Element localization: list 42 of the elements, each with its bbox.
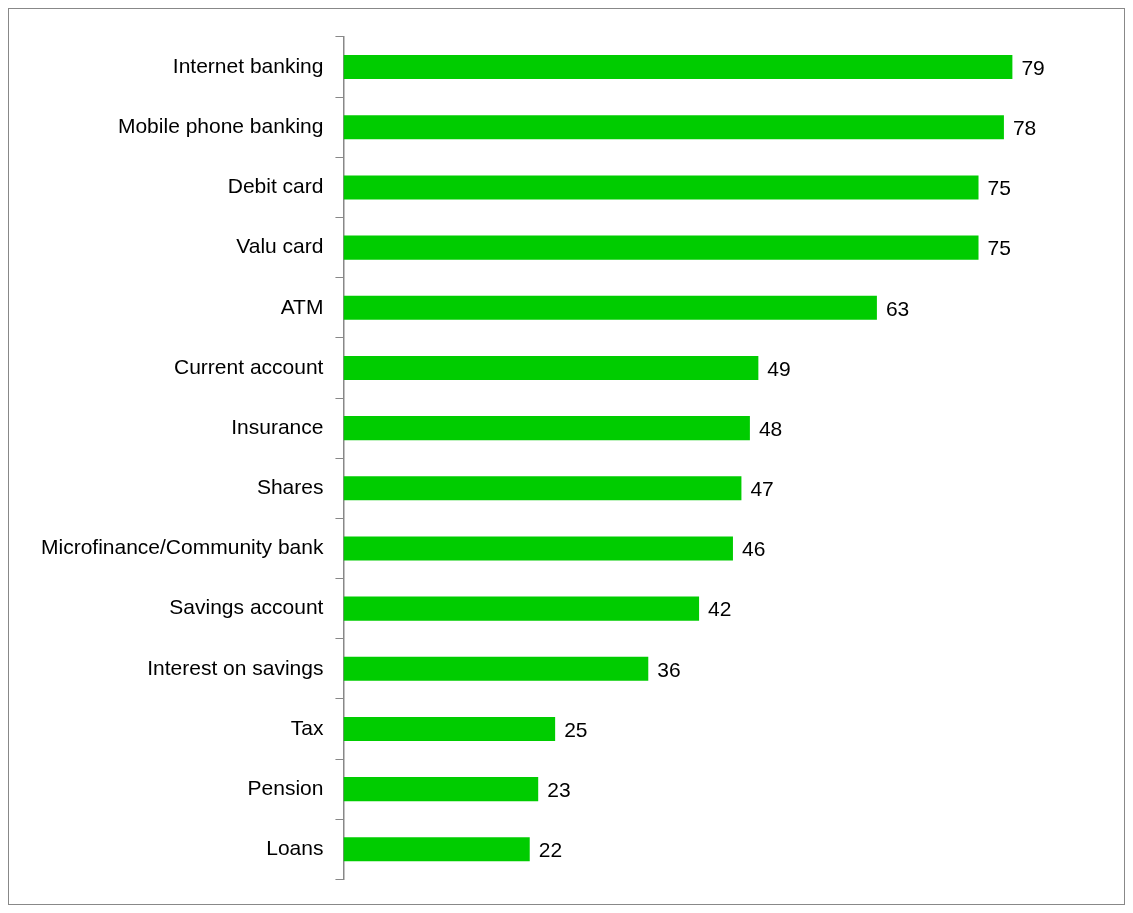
y-tick-label: Interest on savings [147,655,324,679]
y-tick-label: Current account [174,354,324,378]
y-tick-label: Loans [266,836,324,860]
y-tick-label: Mobile phone banking [117,114,324,138]
bar [343,115,1004,140]
bar [343,55,1013,80]
data-label: 22 [538,838,563,862]
y-tick-label: Microfinance/Community bank [40,535,324,559]
y-tick-label: Savings account [169,595,324,619]
data-label: 75 [987,176,1011,200]
data-label: 46 [741,537,766,561]
y-tick-label: Pension [247,775,324,799]
bar [343,476,742,501]
bar [343,656,649,681]
y-tick-label: Tax [290,715,324,739]
data-label: 36 [657,657,681,681]
data-label: 48 [758,416,783,440]
data-label: 23 [547,777,571,801]
data-label: 42 [708,597,732,621]
data-label: 25 [564,717,588,741]
y-tick-label: Debit card [227,174,324,198]
y-tick-label: Valu card [236,234,324,258]
bar [343,175,979,200]
bar [343,295,877,320]
data-label: 47 [750,477,774,501]
bar [343,355,759,380]
data-label: 63 [885,296,910,320]
bar [343,416,750,441]
y-tick-label: ATM [280,294,324,318]
bar [343,837,530,862]
data-label: 79 [1021,55,1045,79]
data-label: 75 [987,236,1011,260]
y-tick-label: Insurance [231,414,324,438]
y-tick-label: Internet banking [172,53,324,77]
y-tick-label: Shares [256,475,324,499]
data-label: 78 [1012,116,1037,140]
bar [343,777,539,802]
bar [343,596,700,621]
bar [343,235,979,260]
bar [343,536,733,561]
bar [343,716,556,742]
data-label: 49 [767,356,791,380]
